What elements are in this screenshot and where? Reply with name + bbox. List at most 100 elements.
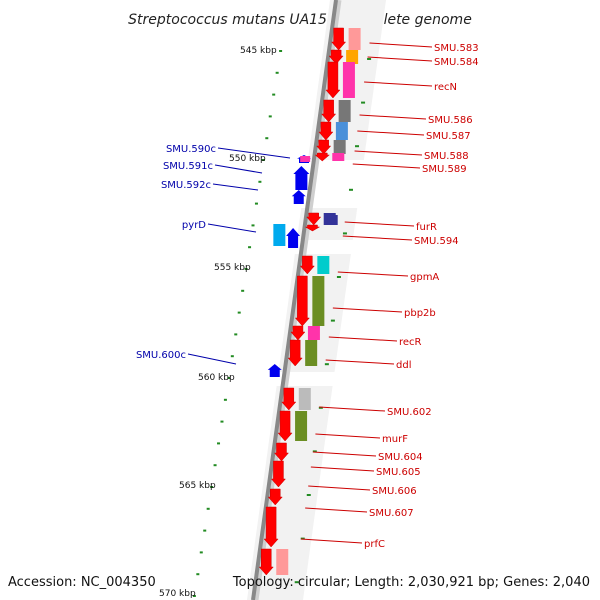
gene-label-recn[interactable]: recN — [434, 82, 457, 93]
leader-line — [310, 466, 375, 472]
forward-gene-arrow-8 — [304, 224, 321, 232]
kbp-tick — [268, 115, 272, 118]
gene-label-pbp2b[interactable]: pbp2b — [404, 308, 436, 319]
gene-label-prfc[interactable]: prfC — [364, 539, 385, 550]
leader-line — [308, 485, 371, 491]
gene-label-gpma[interactable]: gpmA — [410, 272, 439, 283]
forward-gene-arrow-18 — [263, 506, 279, 548]
kbp-label-565: 565 kbp — [179, 481, 216, 491]
forward-gene-arrow-4 — [318, 121, 334, 141]
kbp-label-555: 555 kbp — [214, 263, 251, 273]
kbp-tick — [254, 202, 258, 205]
leader-line — [359, 114, 427, 120]
kbp-tick — [275, 71, 279, 74]
kbp-tick — [220, 420, 224, 423]
forward-gene-arrow-17 — [267, 488, 283, 506]
kbp-tick-right — [348, 188, 353, 191]
gene-label-smu604[interactable]: SMU.604 — [378, 452, 423, 463]
gene-function-box-11 — [307, 326, 320, 340]
feature-track — [258, 27, 361, 576]
gene-function-box-10 — [312, 276, 325, 326]
gene-label-smu589[interactable]: SMU.589 — [422, 164, 467, 175]
pyrd-function-box — [273, 224, 286, 246]
kbp-label-550: 550 kbp — [229, 154, 266, 164]
gene-label-smu606[interactable]: SMU.606 — [372, 486, 417, 497]
gene-label-smu590c[interactable]: SMU.590c — [166, 144, 216, 155]
leader-line — [354, 150, 423, 156]
gene-label-smu602[interactable]: SMU.602 — [387, 407, 432, 418]
forward-gene-arrow-14 — [277, 410, 293, 442]
kbp-tick — [210, 486, 214, 488]
kbp-tick-right — [330, 319, 335, 322]
gene-function-box-5 — [333, 140, 346, 154]
gene-label-smu591c[interactable]: SMU.591c — [163, 161, 213, 172]
kbp-tick-right — [300, 537, 305, 540]
gene-function-box-19 — [276, 549, 289, 575]
gene-label-furr[interactable]: furR — [416, 222, 437, 233]
kbp-tick — [213, 464, 217, 467]
forward-gene-arrow-6 — [314, 152, 330, 162]
leader-line — [214, 164, 263, 174]
leader-line — [344, 221, 415, 227]
gene-label-recr[interactable]: recR — [399, 337, 422, 348]
gene-label-smu600c[interactable]: SMU.600c — [136, 350, 186, 361]
gene-label-smu605[interactable]: SMU.605 — [376, 467, 421, 478]
kbp-tick-right — [361, 101, 366, 104]
forward-gene-arrow-16 — [270, 460, 286, 488]
forward-gene-arrow-0 — [331, 27, 347, 51]
reverse-gene-arrow-4 — [267, 364, 282, 377]
kbp-label-545: 545 kbp — [240, 46, 277, 56]
kbp-tick — [251, 224, 255, 227]
kbp-tick — [203, 529, 207, 532]
kbp-tick-right — [294, 581, 299, 584]
kbp-tick — [230, 355, 234, 358]
kbp-tick — [196, 573, 200, 576]
forward-gene-arrow-15 — [273, 442, 290, 462]
gene-label-murf[interactable]: murF — [382, 434, 408, 445]
forward-gene-arrow-10 — [294, 275, 310, 327]
reverse-gene-arrow-1 — [293, 166, 310, 190]
marker-550 — [300, 156, 311, 162]
kbp-tick-right — [367, 58, 372, 60]
kbp-tick — [227, 377, 231, 379]
forward-gene-arrow-1 — [328, 49, 344, 65]
leader-line — [325, 359, 395, 365]
kbp-tick-right — [355, 145, 360, 148]
gene-label-pyrd[interactable]: pyrD — [182, 220, 206, 231]
leader-line — [315, 433, 381, 439]
kbp-label-560: 560 kbp — [198, 373, 235, 383]
leader-line — [352, 163, 421, 169]
forward-gene-arrow-19 — [258, 548, 274, 576]
gene-label-smu584[interactable]: SMU.584 — [434, 57, 479, 68]
gene-label-smu583[interactable]: SMU.583 — [434, 43, 479, 54]
kbp-tick — [279, 50, 283, 52]
gene-function-box-0 — [348, 28, 361, 50]
kbp-tick-right — [342, 232, 347, 235]
kbp-label-track: 545 kbp 550 kbp 555 kbp 560 kbp 565 kbp … — [159, 46, 277, 599]
gene-label-smu592c[interactable]: SMU.592c — [161, 180, 211, 191]
gene-label-smu607[interactable]: SMU.607 — [369, 508, 414, 519]
gene-label-smu587[interactable]: SMU.587 — [426, 131, 471, 142]
forward-gene-arrow-3 — [321, 99, 337, 123]
gene-label-smu586[interactable]: SMU.586 — [428, 115, 473, 126]
gene-function-box-1 — [346, 50, 359, 64]
kbp-tick — [241, 289, 245, 292]
leader-line — [212, 183, 259, 191]
leader-line — [367, 56, 433, 62]
kbp-tick-right — [318, 406, 323, 409]
gene-label-smu588[interactable]: SMU.588 — [424, 151, 469, 162]
map-title: Streptococcus mutans UA159, complete gen… — [128, 12, 472, 28]
forward-gene-arrow-2 — [325, 61, 341, 99]
leader-line — [319, 406, 386, 412]
gene-function-box-6 — [332, 153, 345, 161]
kbp-tick-right — [312, 450, 317, 453]
gene-label-ddl[interactable]: ddl — [396, 360, 411, 371]
reverse-gene-arrow-3 — [286, 228, 301, 248]
leader-line — [357, 130, 425, 136]
gene-function-box-3 — [338, 100, 351, 122]
kbp-tick-right — [336, 276, 341, 278]
kbp-tick — [237, 311, 241, 314]
forward-gene-arrow-13 — [281, 387, 297, 411]
gene-label-smu594[interactable]: SMU.594 — [414, 236, 459, 247]
